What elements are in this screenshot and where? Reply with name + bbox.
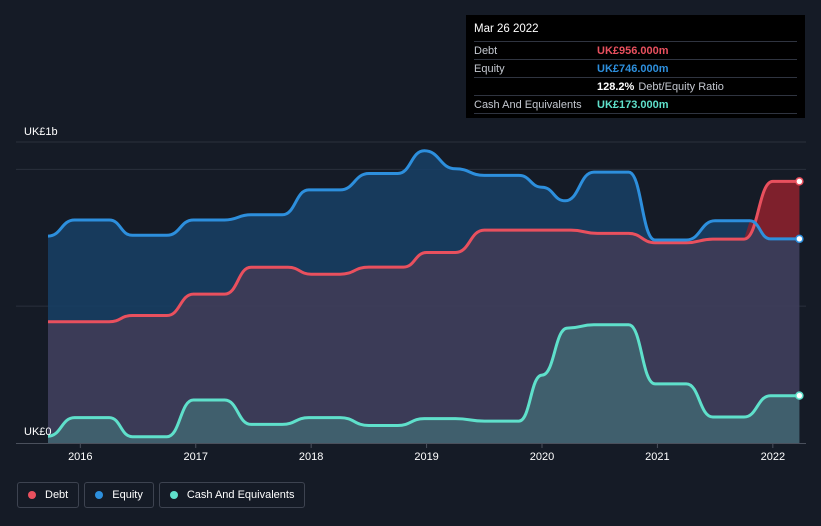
x-tick-label: 2016 bbox=[68, 451, 92, 463]
legend-item-debt[interactable]: Debt bbox=[17, 482, 80, 508]
end-markers bbox=[795, 177, 804, 400]
x-tick-label: 2021 bbox=[645, 451, 669, 463]
series-lines bbox=[47, 149, 800, 439]
legend-item-equity[interactable]: Equity bbox=[84, 482, 154, 508]
tooltip-value-ratio: 128.2% bbox=[597, 80, 635, 93]
series-area-debt bbox=[48, 181, 800, 443]
tooltip-date: Mar 26 2022 bbox=[474, 23, 539, 35]
tooltip-label: Debt bbox=[474, 44, 498, 57]
y-tick-label-zero: UK£0 bbox=[24, 426, 52, 438]
x-tick-label: 2022 bbox=[761, 451, 785, 463]
series-line-cash-and-equivalents bbox=[47, 323, 800, 439]
tooltip-panel: Mar 26 2022 Debt UK£956.000m Equity UK£7… bbox=[466, 15, 805, 118]
tooltip-value-equity: UK£746.000m bbox=[597, 62, 669, 75]
legend-label: Debt bbox=[45, 489, 69, 501]
x-tick-label: 2018 bbox=[299, 451, 323, 463]
legend-label: Cash And Equivalents bbox=[186, 489, 295, 501]
y-tick-label-top: UK£1b bbox=[24, 126, 58, 138]
legend-dot-equity bbox=[95, 491, 104, 499]
legend-label: Equity bbox=[112, 489, 143, 501]
tooltip-row-cash: Cash And Equivalents UK£173.000m bbox=[474, 95, 797, 114]
series-area-cash-and-equivalents bbox=[48, 324, 800, 443]
series-area-equity bbox=[48, 150, 800, 444]
end-point-debt bbox=[795, 177, 804, 186]
tooltip-row-equity: Equity UK£746.000m bbox=[474, 59, 797, 77]
x-tick-label: 2019 bbox=[414, 451, 438, 463]
series-line-debt bbox=[48, 179, 800, 324]
x-tick-label: 2020 bbox=[530, 451, 554, 463]
tooltip-value-cash: UK£173.000m bbox=[597, 98, 669, 111]
tooltip-ratio-note: Debt/Equity Ratio bbox=[638, 80, 724, 93]
x-tick-label: 2017 bbox=[183, 451, 207, 463]
end-point-equity bbox=[795, 234, 804, 244]
tooltip-label: Equity bbox=[474, 62, 505, 75]
legend-dot-cash bbox=[169, 491, 178, 499]
legend-dot-debt bbox=[28, 491, 36, 499]
tooltip-row-debt: Debt UK£956.000m bbox=[474, 41, 797, 59]
end-point-cash-and-equivalents bbox=[795, 391, 804, 400]
legend-item-cash[interactable]: Cash And Equivalents bbox=[158, 482, 306, 508]
tooltip-label: Cash And Equivalents bbox=[474, 98, 582, 111]
series-areas bbox=[48, 150, 800, 444]
axes: 2016 2017 2018 2019 2020 2021 2022 UK£1b UK£0 bbox=[24, 126, 785, 463]
tooltip-value-debt: UK£956.000m bbox=[597, 44, 669, 57]
series-line-equity bbox=[47, 149, 800, 242]
tooltip-row-ratio: 128.2% Debt/Equity Ratio bbox=[474, 77, 797, 95]
chart-legend: Debt Equity Cash And Equivalents bbox=[17, 482, 306, 508]
